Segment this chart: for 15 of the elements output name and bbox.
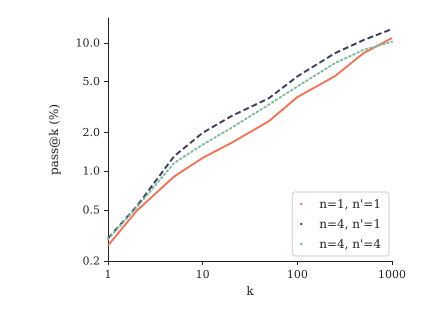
y-tick-label: 1.0 — [82, 164, 100, 178]
y-tick-label: 5.0 — [82, 74, 100, 88]
legend-label: n=4, n'=1 — [319, 217, 381, 231]
legend-label: n=4, n'=4 — [319, 237, 382, 251]
x-axis-title: k — [246, 284, 254, 298]
x-tick-label: 1 — [104, 268, 112, 281]
y-tick-label: 2.0 — [82, 126, 100, 140]
x-tick-label: 100 — [286, 268, 308, 281]
y-tick-label: 0.5 — [82, 203, 100, 216]
x-tick-label: 10 — [196, 268, 210, 281]
y-tick-label: 0.2 — [82, 254, 100, 268]
x-tick-label: 1000 — [378, 268, 406, 281]
legend-label: n=1, n'=1 — [319, 197, 381, 211]
y-tick-label: 10.0 — [76, 36, 100, 50]
y-axis-title: pass@k (%) — [47, 104, 61, 176]
